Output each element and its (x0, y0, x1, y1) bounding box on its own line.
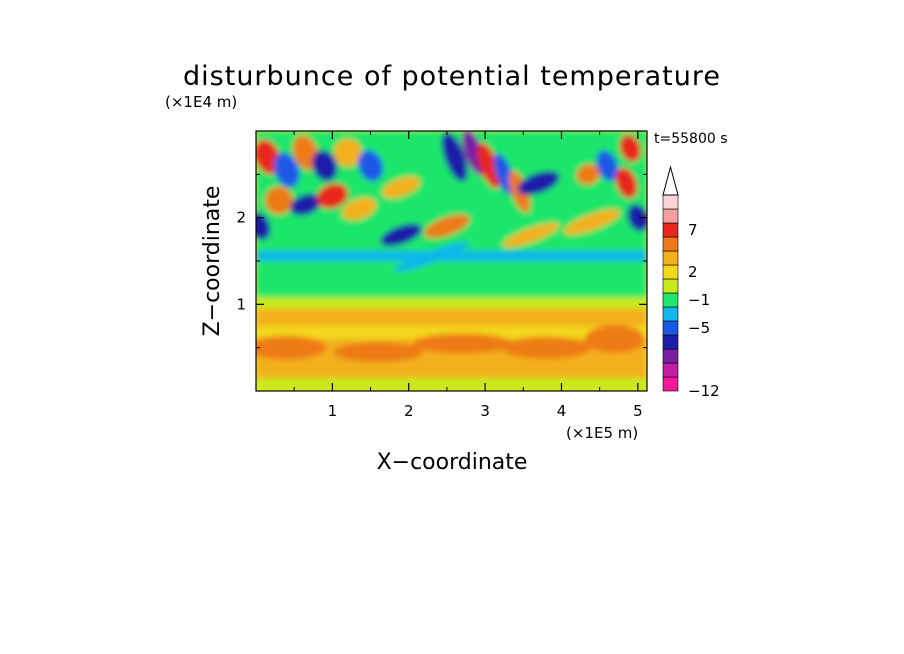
colorbar-label: 2 (688, 263, 698, 281)
y-unit-label: (×1E4 m) (165, 93, 237, 111)
colorbar-swatch (662, 236, 679, 252)
x-tick-label: 4 (557, 402, 567, 420)
y-tick-label: 1 (236, 295, 246, 313)
colorbar-swatch (662, 208, 679, 224)
colorbar-swatch (662, 194, 679, 210)
colorbar-swatch (662, 222, 679, 238)
colorbar: 7 2 −1 −5 −12 (662, 165, 720, 400)
colorbar-swatch (662, 376, 679, 392)
colorbar-swatch (662, 348, 679, 364)
chart-title: disturbunce of potential temperature (183, 61, 721, 92)
colorbar-swatch (662, 362, 679, 378)
colorbar-label: 7 (688, 221, 698, 239)
colorbar-extend-arrow (662, 165, 679, 196)
x-tick-label: 2 (404, 402, 414, 420)
y-axis-label: Z−coordinate (200, 186, 225, 337)
x-axis: 1 2 3 4 5 (293, 131, 643, 420)
colorbar-swatch (662, 334, 679, 350)
colorbar-swatch (662, 292, 679, 308)
colorbar-swatch (662, 264, 679, 280)
y-axis: 12 (236, 173, 647, 349)
x-axis-label: X−coordinate (377, 450, 528, 475)
colorbar-swatch (662, 306, 679, 322)
colorbar-swatch (662, 278, 679, 294)
contour-field (256, 131, 647, 391)
colorbar-label: −1 (688, 291, 710, 309)
x-tick-label: 1 (328, 402, 338, 420)
plot-area (256, 131, 647, 391)
colorbar-label: −12 (688, 382, 720, 400)
y-tick-label: 2 (236, 209, 246, 227)
time-label: t=55800 s (654, 131, 728, 147)
colorbar-swatch (662, 320, 679, 336)
x-tick-label: 5 (633, 402, 643, 420)
x-unit-label: (×1E5 m) (566, 424, 638, 442)
colorbar-label: −5 (688, 319, 710, 337)
x-tick-label: 3 (480, 402, 490, 420)
colorbar-swatch (662, 250, 679, 266)
